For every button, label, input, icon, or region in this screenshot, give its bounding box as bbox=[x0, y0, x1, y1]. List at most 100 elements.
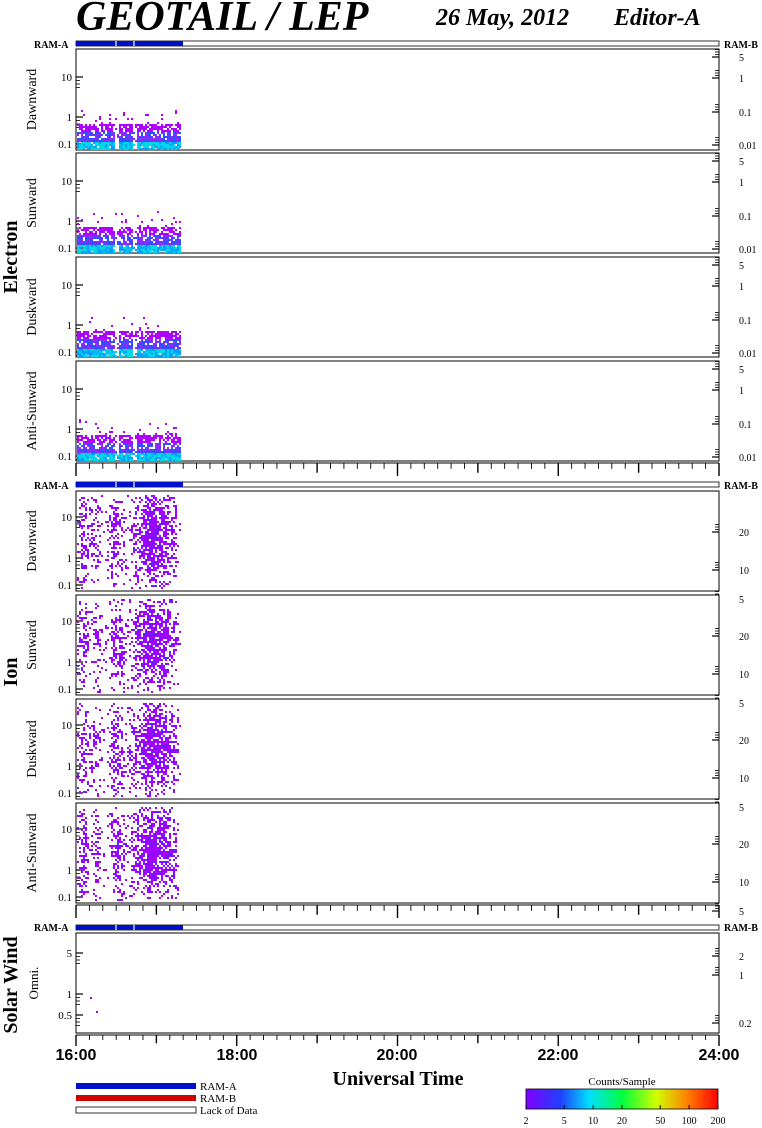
cell bbox=[159, 511, 161, 513]
cell bbox=[173, 553, 175, 555]
cell bbox=[121, 735, 123, 737]
cell bbox=[171, 715, 173, 717]
cell bbox=[79, 339, 81, 341]
cell bbox=[179, 124, 181, 126]
cell bbox=[137, 239, 139, 241]
cell bbox=[149, 607, 151, 609]
cell bbox=[99, 136, 101, 138]
cell bbox=[161, 743, 163, 745]
cell bbox=[145, 639, 147, 641]
cell bbox=[111, 577, 113, 579]
cell bbox=[173, 571, 175, 573]
cell bbox=[131, 142, 133, 144]
cell bbox=[165, 443, 167, 445]
cell bbox=[153, 665, 155, 667]
cell bbox=[163, 671, 165, 673]
cell bbox=[101, 347, 103, 349]
cell bbox=[97, 633, 99, 635]
cell bbox=[163, 140, 165, 142]
cell bbox=[125, 124, 127, 126]
cell bbox=[149, 757, 151, 759]
cell bbox=[113, 134, 115, 136]
cell bbox=[165, 136, 167, 138]
cell bbox=[149, 423, 151, 425]
cell bbox=[123, 751, 125, 753]
cell bbox=[109, 519, 111, 521]
cell bbox=[101, 339, 103, 341]
cell bbox=[111, 241, 113, 243]
cell bbox=[141, 553, 143, 555]
cell bbox=[123, 661, 125, 663]
cell bbox=[91, 435, 93, 437]
cell bbox=[175, 669, 177, 671]
cell bbox=[129, 247, 131, 249]
cell bbox=[121, 144, 123, 146]
cell bbox=[159, 759, 161, 761]
cell bbox=[95, 809, 97, 811]
cell bbox=[95, 144, 97, 146]
cell bbox=[153, 653, 155, 655]
cell bbox=[151, 547, 153, 549]
cell bbox=[165, 451, 167, 453]
cell bbox=[169, 731, 171, 733]
cell bbox=[139, 353, 141, 355]
cell bbox=[133, 729, 135, 731]
cell bbox=[151, 727, 153, 729]
cell bbox=[175, 243, 177, 245]
cell bbox=[113, 241, 115, 243]
cell bbox=[107, 445, 109, 447]
cell bbox=[157, 559, 159, 561]
cell bbox=[175, 575, 177, 577]
cell bbox=[89, 247, 91, 249]
cell bbox=[143, 549, 145, 551]
cell bbox=[149, 635, 151, 637]
cell bbox=[155, 733, 157, 735]
cell bbox=[141, 537, 143, 539]
cell bbox=[143, 245, 145, 247]
cell bbox=[167, 745, 169, 747]
cell bbox=[153, 569, 155, 571]
cell bbox=[113, 653, 115, 655]
cell bbox=[123, 146, 125, 148]
cell bbox=[165, 627, 167, 629]
cell bbox=[103, 333, 105, 335]
cell bbox=[87, 144, 89, 146]
cell bbox=[113, 641, 115, 643]
cell bbox=[147, 355, 149, 357]
cell bbox=[155, 138, 157, 140]
cell bbox=[119, 781, 121, 783]
cell bbox=[151, 641, 153, 643]
cell bbox=[145, 513, 147, 515]
cell bbox=[93, 647, 95, 649]
cell bbox=[119, 547, 121, 549]
cell bbox=[171, 525, 173, 527]
cell bbox=[171, 128, 173, 130]
cell bbox=[177, 355, 179, 357]
cell bbox=[79, 447, 81, 449]
cell bbox=[123, 683, 125, 685]
cell bbox=[163, 233, 165, 235]
cell bbox=[159, 140, 161, 142]
cell bbox=[123, 345, 125, 347]
cell bbox=[167, 251, 169, 253]
cell bbox=[161, 777, 163, 779]
cell bbox=[85, 549, 87, 551]
cell bbox=[151, 333, 153, 335]
cell bbox=[165, 535, 167, 537]
cell bbox=[167, 435, 169, 437]
cell bbox=[83, 353, 85, 355]
cell bbox=[123, 771, 125, 773]
cell bbox=[109, 243, 111, 245]
cell bbox=[149, 509, 151, 511]
cell bbox=[135, 543, 137, 545]
cell bbox=[125, 142, 127, 144]
cell bbox=[89, 353, 91, 355]
cell bbox=[85, 339, 87, 341]
cell bbox=[97, 144, 99, 146]
cell bbox=[131, 777, 133, 779]
cell bbox=[85, 134, 87, 136]
cell bbox=[163, 681, 165, 683]
cell bbox=[113, 453, 115, 455]
